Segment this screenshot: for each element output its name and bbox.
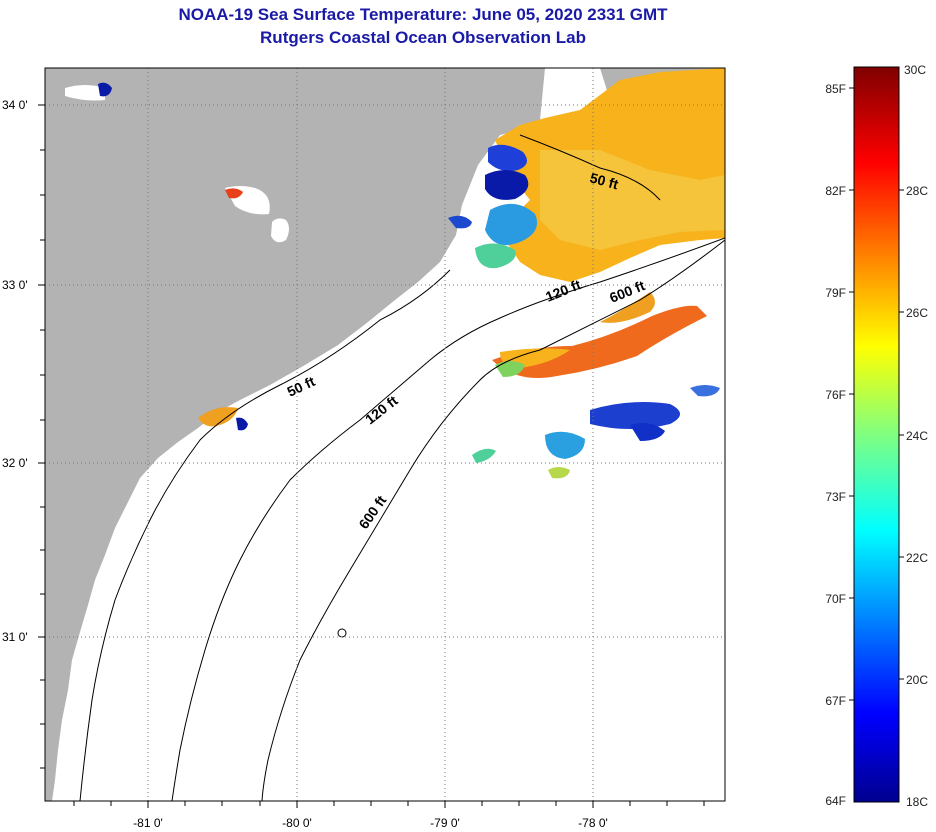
colorbar-label-f: 82F [825, 184, 846, 198]
colorbar-label-c: 26C [906, 306, 928, 320]
contour-120ft [171, 237, 725, 801]
sst-coastal-spot [198, 407, 238, 427]
colorbar-label-f: 70F [825, 592, 846, 606]
sst-offshore-patch [690, 385, 720, 397]
sst-cool-patch [475, 243, 516, 269]
colorbar-label-f: 64F [825, 794, 846, 808]
sst-offshore-streak [495, 361, 525, 377]
colorbar-ticks [849, 87, 904, 701]
contour-label: 50 ft [588, 169, 620, 192]
sst-warm-region [540, 150, 725, 250]
lake-shape [271, 218, 289, 243]
sst-cool-patch [485, 203, 538, 246]
colorbar-label-c: 22C [906, 551, 928, 565]
sst-coastal-spot [98, 82, 112, 97]
lon-label: -80 0' [282, 816, 312, 830]
colorbar-label-f: 67F [825, 694, 846, 708]
sst-offshore-patch [590, 402, 680, 429]
lat-label: 34 0' [2, 98, 28, 112]
axis-ticks [38, 104, 705, 808]
sst-cool-patch [485, 170, 529, 200]
contour-600ft [261, 239, 725, 801]
lake-shape [65, 85, 105, 101]
sst-offshore-patch [545, 431, 585, 459]
lat-label: 31 0' [2, 630, 28, 644]
lon-label: -79 0' [430, 816, 460, 830]
lat-label: 33 0' [2, 278, 28, 292]
sst-coastal-spot [225, 188, 243, 199]
map-grid [45, 68, 725, 801]
map-frame [44, 67, 726, 802]
colorbar-label-c: 24C [906, 429, 928, 443]
lat-label: 32 0' [2, 456, 28, 470]
map-subtitle: Rutgers Coastal Ocean Observation Lab [260, 28, 586, 47]
colorbar [853, 66, 900, 803]
contour-50ft [79, 134, 661, 801]
map-title: NOAA-19 Sea Surface Temperature: June 05… [178, 5, 668, 24]
lon-label: -81 0' [133, 816, 163, 830]
land-area [45, 68, 545, 801]
sst-cool-patch [448, 215, 472, 229]
colorbar-label-f: 85F [825, 82, 846, 96]
sst-cool-patch [488, 144, 527, 171]
colorbar-label-c: 30C [904, 63, 926, 77]
colorbar-label-f: 79F [825, 286, 846, 300]
colorbar-label-f: 76F [825, 388, 846, 402]
sst-offshore-patch [630, 423, 665, 441]
sst-offshore-patch [472, 448, 496, 463]
colorbar-label-c: 28C [906, 184, 928, 198]
lon-label: -78 0' [578, 816, 608, 830]
colorbar-label-c: 18C [906, 795, 928, 809]
colorbar-label-f: 73F [825, 490, 846, 504]
sst-offshore-patch [548, 467, 570, 479]
colorbar-label-c: 20C [906, 673, 928, 687]
sst-coastal-spot [236, 417, 248, 431]
